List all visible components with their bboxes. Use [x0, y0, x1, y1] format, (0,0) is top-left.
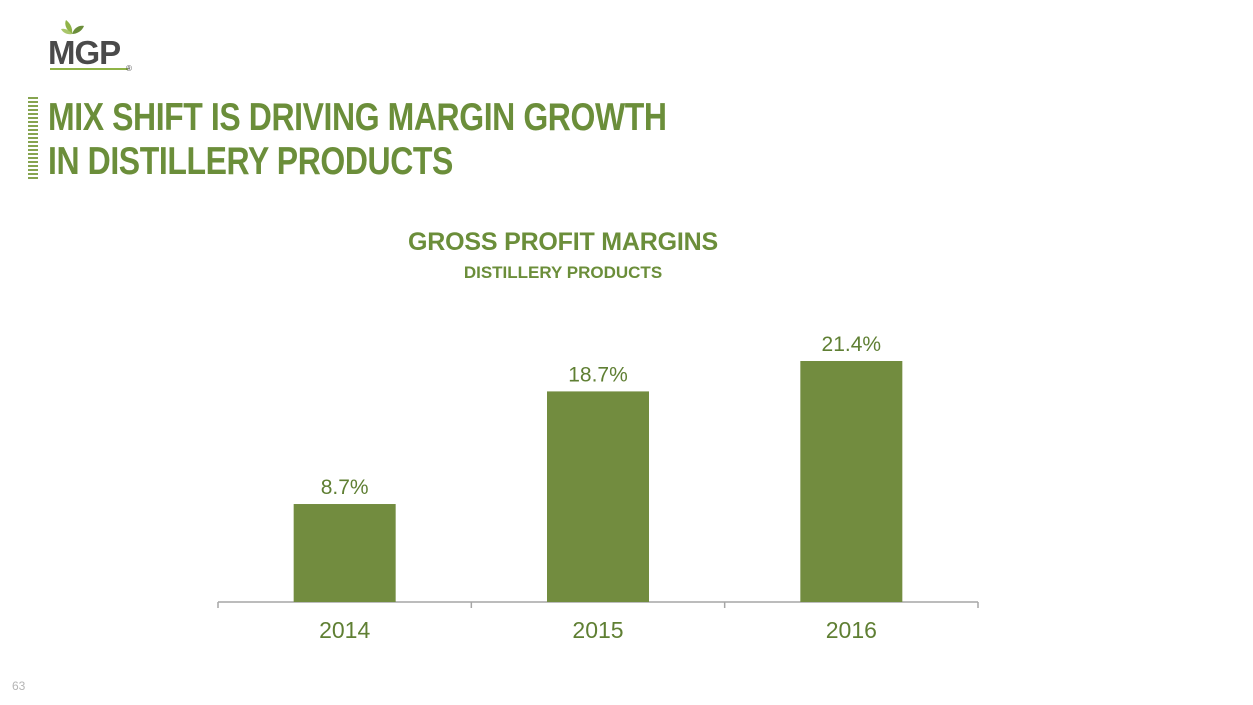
leaf-icon — [50, 20, 128, 70]
title-accent-bar — [28, 97, 38, 179]
data-label-2016: 21.4% — [822, 333, 882, 356]
tick-label-2015: 2015 — [572, 617, 623, 643]
bar-2014 — [293, 504, 396, 602]
page-number: 63 — [12, 679, 26, 693]
slide-title-line-2: IN DISTILLERY PRODUCTS — [48, 140, 453, 183]
data-label-2014: 8.7% — [321, 476, 369, 499]
bar-2016 — [800, 361, 903, 602]
tick-label-2016: 2016 — [826, 617, 877, 643]
bar-2015 — [547, 391, 649, 602]
logo-text: MGP — [48, 34, 121, 71]
tick-label-2014: 2014 — [319, 617, 370, 643]
data-label-2015: 18.7% — [568, 363, 628, 386]
registered-mark: ® — [126, 64, 132, 73]
chart-title: GROSS PROFIT MARGINS — [408, 228, 718, 256]
slide-title-line-1: MIX SHIFT IS DRIVING MARGIN GROWTH — [48, 96, 667, 139]
mgp-logo: MGP ® — [48, 20, 148, 74]
slide-title: MIX SHIFT IS DRIVING MARGIN GROWTH IN DI… — [48, 96, 667, 184]
chart-subtitle: DISTILLERY PRODUCTS — [463, 263, 663, 282]
